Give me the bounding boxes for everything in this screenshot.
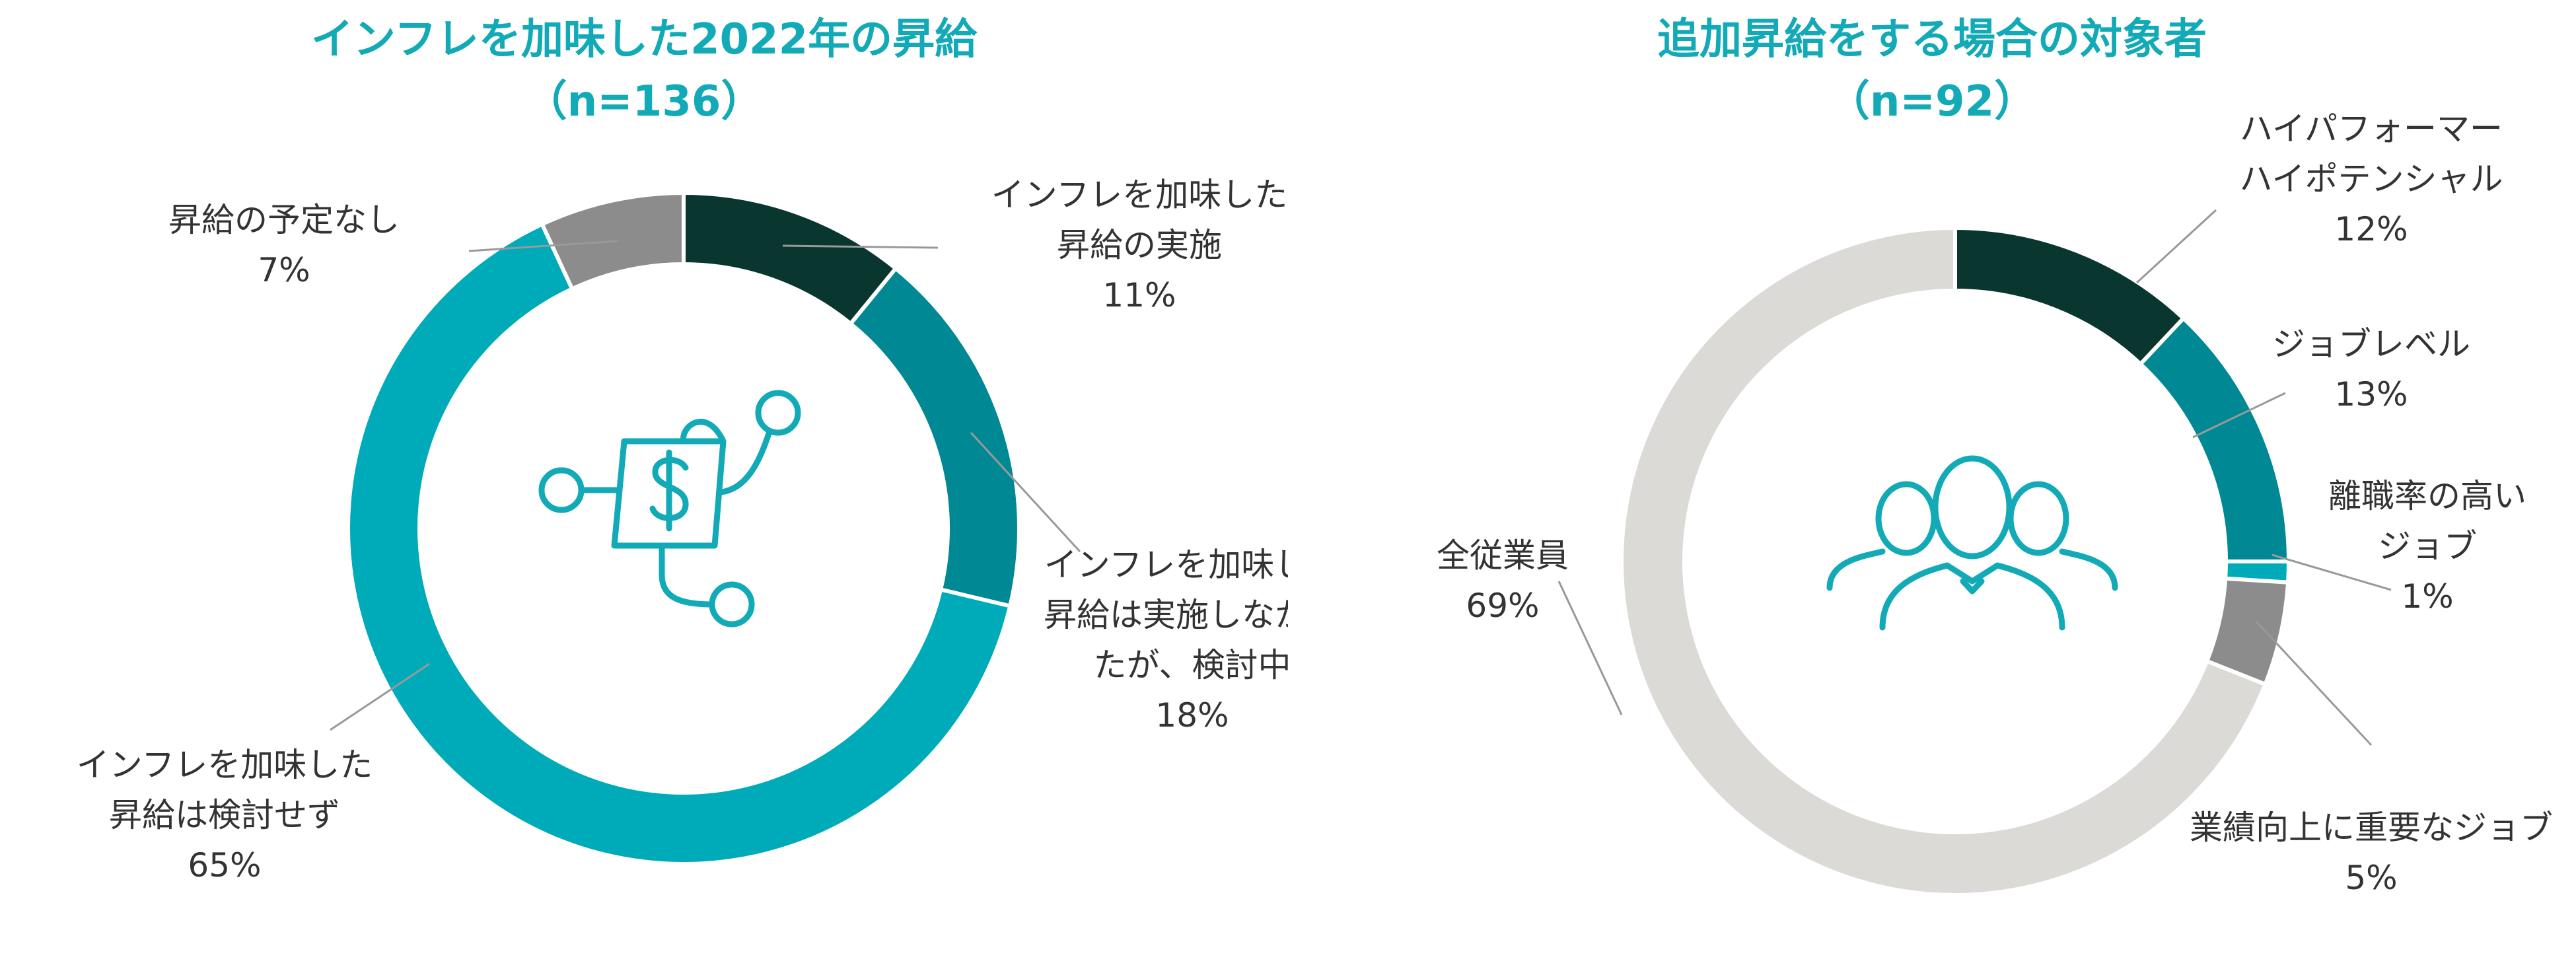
leader-line [2254, 620, 2373, 746]
slice-category-label: インフレを加味した [77, 746, 373, 784]
slice-value-label: 18% [1155, 696, 1229, 735]
donut-chart-raise-target: ハイパフォーマーハイポテンシャル 12% ジョブレベル 13% 離職率の高いジョブ 1% 業… [1437, 110, 2553, 897]
chart-panel-inflation-raise: インフレを加味した2022年の昇給 （n=136） インフレを加味した昇給の実施… [77, 15, 1288, 884]
leader-line [782, 244, 939, 249]
leader-lines [330, 240, 1081, 731]
slice-category-label: 昇給の実施 [1057, 226, 1222, 264]
chart-title: インフレを加味した2022年の昇給 [310, 15, 978, 64]
donut-slices [1620, 225, 2291, 897]
slice-category-label: インフレを加味した [991, 176, 1288, 214]
slice-label: 全従業員 69% [1437, 536, 1569, 625]
donut-slice [847, 266, 1021, 609]
slice-label: ハイパフォーマーハイポテンシャル 12% [2240, 110, 2503, 248]
slice-category-label: 業績向上に重要なジョブ [2190, 809, 2553, 847]
slice-label: インフレを加味した昇給の実施 11% [991, 176, 1288, 314]
slice-category-label: 昇給は検討せず [109, 796, 340, 834]
slice-value-label: 11% [1102, 276, 1176, 314]
slice-value-label: 13% [2334, 375, 2408, 414]
slice-value-label: 1% [2401, 577, 2453, 616]
slice-label: インフレを加味した昇給は実施しなかったが、検討中 18% [1044, 546, 1288, 735]
slice-category-label: 全従業員 [1437, 536, 1569, 575]
slice-category-label: ジョブ [2378, 527, 2477, 565]
chart-subtitle: （n=92） [1827, 77, 2037, 126]
slice-label: インフレを加味した昇給は検討せず 65% [77, 746, 373, 884]
leader-line [330, 663, 430, 731]
slice-category-label: 離職率の高い [2328, 477, 2526, 515]
donut-slice [1953, 225, 2186, 367]
slice-category-label: ジョブレベル [2272, 325, 2470, 363]
donut-slices [346, 190, 1021, 866]
slice-category-label: 昇給は実施しなかっ [1044, 596, 1288, 634]
chart-panel-raise-target: 追加昇給をする場合の対象者 （n=92） ハイパフォーマーハイポテンシャル 12%… [1288, 0, 2576, 971]
slice-category-label: インフレを加味した [1044, 546, 1288, 584]
donut-chart-inflation-raise: インフレを加味した昇給の実施11%インフレを加味した昇給は実施しなかったが、検討… [77, 176, 1288, 884]
slice-value-label: 65% [188, 846, 261, 884]
slice-labels: ハイパフォーマーハイポテンシャル 12% ジョブレベル 13% 離職率の高いジョブ 1% 業… [1437, 110, 2553, 897]
slice-value-label: 12% [2334, 210, 2408, 248]
leader-line [2192, 392, 2286, 439]
slice-label: 昇給の予定なし 7% [168, 201, 400, 289]
dollar-growth-icon [538, 390, 801, 628]
slice-value-label: 5% [2345, 859, 2397, 897]
donut-slice [1620, 225, 2268, 897]
donut-slice [2137, 315, 2291, 563]
donut-slice [682, 190, 899, 327]
leader-line [1557, 581, 1623, 715]
leader-line [2135, 209, 2217, 284]
slice-label: 業績向上に重要なジョブ 5% [2190, 809, 2553, 897]
slice-category-label: たが、検討中 [1094, 646, 1289, 684]
leader-line [468, 240, 618, 252]
slice-labels: インフレを加味した昇給の実施11%インフレを加味した昇給は実施しなかったが、検討… [77, 176, 1288, 884]
people-group-icon [1826, 455, 2118, 631]
slice-value-label: 7% [258, 251, 310, 289]
slice-label: 離職率の高いジョブ 1% [2328, 477, 2526, 616]
slice-value-label: 69% [1466, 587, 1539, 625]
slice-category-label: ハイパフォーマー [2240, 110, 2503, 148]
slice-category-label: 昇給の予定なし [168, 201, 400, 239]
slice-category-label: ハイポテンシャル [2240, 160, 2503, 198]
chart-subtitle: （n=136） [524, 77, 764, 126]
leader-line [2272, 554, 2392, 591]
slice-label: ジョブレベル 13% [2272, 325, 2470, 414]
chart-title: 追加昇給をする場合の対象者 [1657, 15, 2207, 64]
leader-line [970, 431, 1081, 553]
leader-lines [1557, 209, 2392, 746]
